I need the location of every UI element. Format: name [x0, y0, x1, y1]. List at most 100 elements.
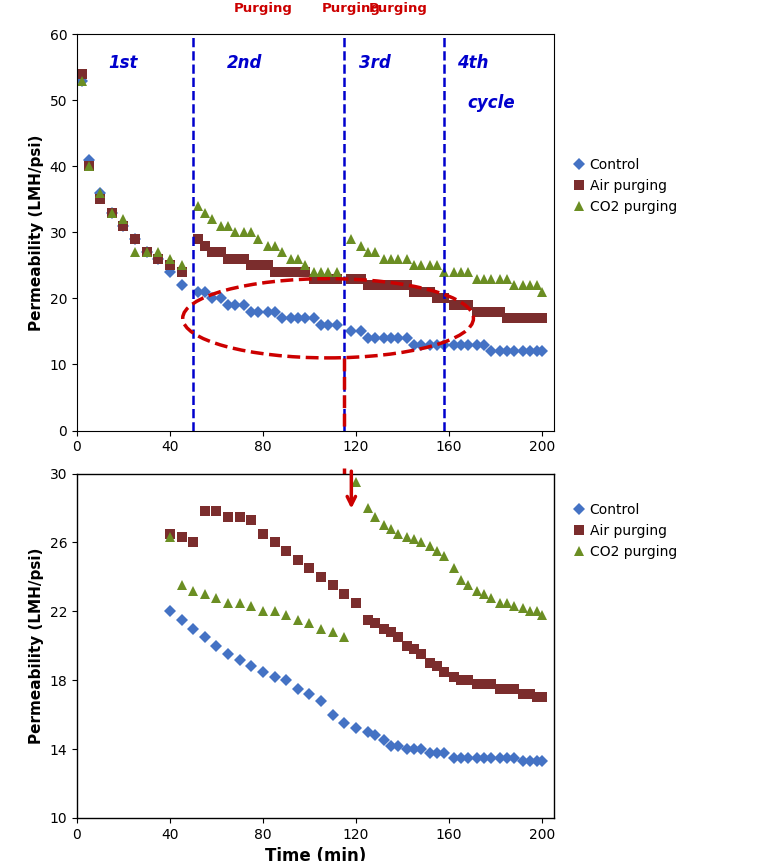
Control: [433, 747, 442, 758]
Control: [317, 696, 326, 706]
Air purging: [533, 313, 542, 324]
Control: [211, 641, 221, 651]
CO2 purging: [317, 623, 326, 634]
CO2 purging: [351, 477, 361, 487]
Air purging: [503, 684, 512, 694]
Air purging: [340, 589, 349, 599]
Text: 4th: 4th: [457, 54, 488, 72]
Control: [510, 753, 519, 763]
CO2 purging: [188, 585, 198, 596]
Air purging: [393, 632, 402, 642]
Control: [440, 747, 449, 758]
Control: [379, 735, 388, 746]
Air purging: [456, 675, 465, 685]
Air purging: [410, 644, 419, 654]
Air purging: [351, 598, 361, 608]
Control: [486, 753, 495, 763]
CO2 purging: [526, 606, 535, 616]
Control: [402, 744, 411, 754]
Control: [486, 346, 495, 356]
Air purging: [386, 627, 395, 637]
Air purging: [495, 684, 504, 694]
Air purging: [328, 580, 338, 591]
CO2 purging: [193, 201, 202, 211]
Air purging: [270, 267, 279, 277]
CO2 purging: [449, 563, 458, 573]
Air purging: [258, 529, 268, 539]
Air purging: [519, 689, 528, 699]
CO2 purging: [519, 603, 528, 613]
Air purging: [472, 678, 481, 689]
Text: Purging: Purging: [368, 2, 428, 15]
Control: [328, 709, 338, 720]
CO2 purging: [402, 532, 411, 542]
Control: [456, 753, 465, 763]
Control: [370, 730, 379, 740]
CO2 purging: [211, 592, 221, 603]
Air purging: [510, 684, 519, 694]
Control: [281, 675, 291, 685]
Line: Air purging: Air purging: [77, 69, 547, 323]
X-axis label: Time (min): Time (min): [265, 847, 366, 861]
CO2 purging: [463, 580, 472, 591]
Control: [472, 753, 481, 763]
Text: Purging: Purging: [322, 2, 381, 15]
Text: Purging: Purging: [234, 2, 292, 15]
Air purging: [449, 672, 458, 682]
CO2 purging: [417, 537, 426, 548]
CO2 purging: [177, 580, 186, 591]
Air purging: [503, 313, 512, 324]
Control: [449, 753, 458, 763]
Air purging: [188, 537, 198, 548]
Air purging: [235, 511, 245, 522]
CO2 purging: [77, 76, 86, 86]
Air purging: [486, 678, 495, 689]
CO2 purging: [486, 592, 495, 603]
Text: 3rd: 3rd: [358, 54, 391, 72]
Air purging: [281, 546, 291, 556]
CO2 purging: [472, 585, 481, 596]
Air purging: [533, 692, 542, 703]
Control: [503, 346, 512, 356]
Line: CO2 purging: CO2 purging: [77, 76, 547, 297]
Air purging: [211, 506, 221, 517]
CO2 purging: [235, 598, 245, 608]
Control: [270, 307, 279, 317]
CO2 purging: [200, 589, 209, 599]
Air purging: [77, 69, 86, 79]
Air purging: [379, 623, 388, 634]
Air purging: [217, 247, 226, 257]
Air purging: [402, 641, 411, 651]
Control: [247, 661, 256, 672]
Control: [142, 247, 151, 257]
Air purging: [538, 313, 547, 324]
Control: [305, 689, 314, 699]
Control: [200, 632, 209, 642]
CO2 purging: [305, 618, 314, 629]
Air purging: [417, 649, 426, 660]
Control: [526, 756, 535, 766]
CO2 purging: [479, 589, 488, 599]
Air purging: [200, 506, 209, 517]
Control: [188, 623, 198, 634]
Air purging: [538, 692, 547, 703]
Control: [270, 672, 279, 682]
CO2 purging: [426, 541, 435, 551]
Control: [393, 740, 402, 751]
Line: Air purging: Air purging: [165, 506, 547, 703]
Control: [351, 723, 361, 734]
CO2 purging: [533, 280, 542, 290]
Control: [386, 740, 395, 751]
Control: [177, 615, 186, 625]
Air purging: [426, 658, 435, 668]
Line: CO2 purging: CO2 purging: [165, 477, 547, 642]
CO2 purging: [142, 247, 151, 257]
CO2 purging: [410, 534, 419, 544]
CO2 purging: [386, 523, 395, 534]
Control: [165, 606, 175, 616]
Control: [538, 346, 547, 356]
CO2 purging: [363, 503, 372, 513]
Air purging: [142, 247, 151, 257]
Air purging: [495, 307, 504, 317]
Control: [417, 744, 426, 754]
